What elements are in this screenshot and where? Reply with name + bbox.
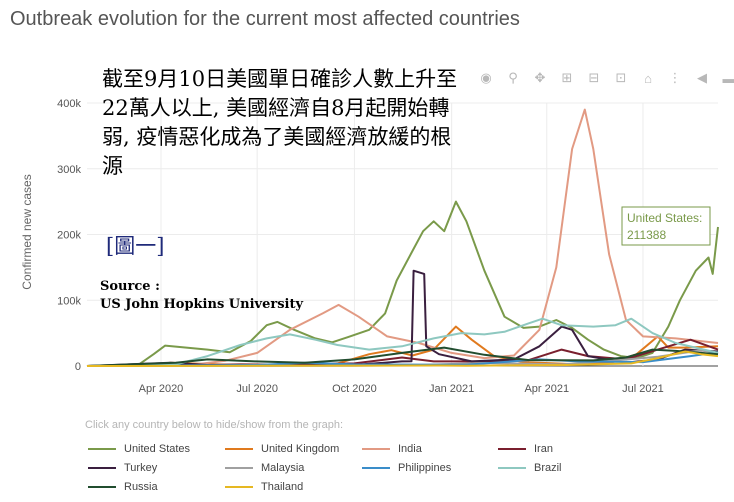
legend-hint: Click any country below to hide/show fro… bbox=[85, 419, 344, 431]
legend-swatch bbox=[225, 486, 253, 488]
tooltip-value: 211388 bbox=[627, 228, 666, 242]
camera-icon[interactable]: ◉ bbox=[480, 70, 492, 85]
legend-swatch bbox=[498, 448, 526, 450]
zoom-in-icon[interactable]: ⊞ bbox=[561, 70, 573, 85]
y-tick-label: 200k bbox=[57, 230, 81, 242]
legend-item-turkey[interactable]: Turkey bbox=[88, 459, 157, 477]
zoom-icon[interactable]: ⚲ bbox=[508, 70, 518, 85]
annotation-source: Source : US John Hopkins University bbox=[100, 278, 303, 314]
y-tick-label: 300k bbox=[57, 164, 81, 176]
home-icon[interactable]: ⌂ bbox=[644, 70, 652, 86]
x-tick-label: Jan 2021 bbox=[429, 383, 474, 395]
legend-swatch bbox=[362, 448, 390, 450]
y-axis-label: Confirmed new cases bbox=[20, 174, 34, 289]
legend-swatch bbox=[362, 467, 390, 469]
series-line-thailand[interactable] bbox=[86, 350, 719, 367]
source-label: Source : bbox=[100, 279, 160, 294]
legend-item-malaysia[interactable]: Malaysia bbox=[225, 459, 304, 477]
zoom-out-icon[interactable]: ⊟ bbox=[588, 70, 600, 85]
series-line-brazil[interactable] bbox=[86, 317, 719, 367]
x-tick-label: Jul 2021 bbox=[622, 383, 664, 395]
x-tick-label: Oct 2020 bbox=[332, 383, 377, 395]
line-chart[interactable]: 0 100k 200k 300k 400k Apr 2020 Jul 2020 Oct 202… bbox=[0, 0, 734, 410]
hover-tooltip: United States: 211388 bbox=[621, 206, 711, 246]
legend-swatch bbox=[498, 467, 526, 469]
y-tick-label: 0 bbox=[75, 361, 81, 373]
x-tick-label: Jul 2020 bbox=[236, 383, 278, 395]
legend-swatch bbox=[225, 448, 253, 450]
annotation-figure-label: [圖一] bbox=[106, 234, 165, 258]
hover-compare-icon[interactable]: ▬ bbox=[722, 70, 734, 86]
legend-item-iran[interactable]: Iran bbox=[498, 440, 553, 458]
legend-item-india[interactable]: India bbox=[362, 440, 422, 458]
series-lines bbox=[86, 108, 719, 367]
autoscale-icon[interactable]: ⊡ bbox=[615, 70, 627, 85]
legend-label: United States bbox=[124, 443, 191, 455]
x-tick-label: Apr 2020 bbox=[139, 383, 184, 395]
legend-label: Brazil bbox=[534, 462, 562, 474]
series-line-russia[interactable] bbox=[86, 346, 719, 367]
spike-lines-icon[interactable]: ⋮ bbox=[668, 70, 682, 85]
grid-lines bbox=[87, 102, 718, 367]
y-tick-label: 100k bbox=[57, 295, 81, 307]
legend-label: United Kingdom bbox=[261, 443, 340, 455]
legend-item-russia[interactable]: Russia bbox=[88, 478, 158, 496]
legend-label: Philippines bbox=[398, 462, 452, 474]
legend-label: Turkey bbox=[124, 462, 158, 474]
axes: 0 100k 200k 300k 400k Apr 2020 Jul 2020 Oct 202… bbox=[57, 98, 664, 395]
legend-item-thailand[interactable]: Thailand bbox=[225, 478, 303, 496]
legend-label: India bbox=[398, 443, 422, 455]
legend-swatch bbox=[88, 448, 116, 450]
source-name: US John Hopkins University bbox=[100, 297, 304, 312]
tooltip-country: United States: bbox=[627, 211, 702, 225]
x-tick-label: Apr 2021 bbox=[524, 383, 569, 395]
hover-closest-icon[interactable]: ◀ bbox=[697, 70, 707, 85]
series-line-india[interactable] bbox=[86, 108, 719, 367]
legend-swatch bbox=[225, 467, 253, 469]
legend-swatch bbox=[88, 467, 116, 469]
legend-item-united-states[interactable]: United States bbox=[88, 440, 190, 458]
legend-label: Russia bbox=[124, 481, 158, 493]
legend-label: Malaysia bbox=[261, 462, 305, 474]
tooltip-box bbox=[621, 206, 711, 246]
chart-toolbar: ◉ ⚲ ✥ ⊞ ⊟ ⊡ ⌂ ⋮ ◀ ▬ bbox=[476, 70, 734, 86]
legend-label: Thailand bbox=[261, 481, 304, 493]
legend-item-united-kingdom[interactable]: United Kingdom bbox=[225, 440, 339, 458]
series-line-philippines[interactable] bbox=[86, 351, 719, 367]
pan-icon[interactable]: ✥ bbox=[534, 70, 546, 85]
annotation-headline: 截至9月10日美國單日確診人數上升至22萬人以上, 美國經濟自8月起開始轉弱, … bbox=[102, 67, 458, 178]
page-title: Outbreak evolution for the current most … bbox=[10, 8, 520, 30]
legend-label: Iran bbox=[534, 443, 553, 455]
y-tick-label: 400k bbox=[57, 98, 81, 110]
legend-item-philippines[interactable]: Philippines bbox=[362, 459, 451, 477]
legend-item-brazil[interactable]: Brazil bbox=[498, 459, 562, 477]
series-line-united-states[interactable] bbox=[86, 200, 719, 367]
legend-swatch bbox=[88, 486, 116, 488]
